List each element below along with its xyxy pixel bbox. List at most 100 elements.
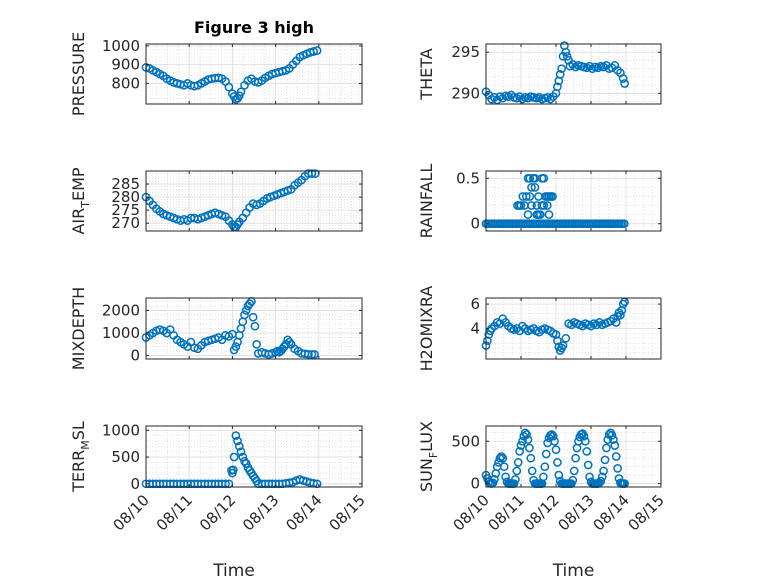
data-point: [548, 431, 558, 441]
y-tick-label: 6: [470, 295, 480, 313]
subplot-4: 0 0.5 RAINFALL: [417, 164, 662, 239]
data-point: [229, 452, 239, 462]
axes-box: [145, 425, 363, 488]
x-axis-label: Time: [212, 561, 255, 581]
data-point: [571, 453, 580, 463]
data-point: [569, 466, 579, 476]
axes-box: [145, 297, 363, 360]
data-point: [618, 74, 628, 83]
data-point: [499, 462, 509, 472]
data-point: [236, 447, 246, 457]
data-point: [527, 466, 537, 476]
y-tick-label: 4: [470, 320, 480, 338]
data-point: [234, 441, 244, 451]
y-axis-label: H2OMIXRA: [417, 286, 436, 372]
data-point: [617, 305, 627, 315]
data-point: [497, 452, 506, 461]
data-point: [233, 436, 242, 446]
data-point: [581, 436, 590, 446]
data-point: [553, 336, 562, 346]
y-tick-label: 0.5: [456, 169, 480, 187]
data-point: [610, 441, 620, 450]
data-point: [558, 341, 568, 350]
data-point: [527, 183, 536, 192]
data-point: [550, 436, 559, 446]
data-point: [539, 201, 549, 210]
data-point: [307, 350, 317, 359]
axes-box: [145, 170, 363, 232]
data-point: [527, 201, 536, 210]
data-point: [231, 342, 241, 351]
data-point: [512, 466, 522, 476]
subplot-2: 290 295 THETA: [417, 41, 662, 105]
data-point: [553, 458, 562, 467]
data-point: [609, 435, 618, 444]
data-point: [555, 70, 565, 79]
data-point: [557, 64, 566, 74]
data-point: [544, 210, 554, 219]
data-point: [551, 330, 561, 339]
data-point: [523, 435, 533, 444]
data-point: [511, 475, 520, 484]
y-axis-label: RAINFALL: [417, 164, 436, 239]
data-point: [525, 173, 535, 183]
subplot-6: 4 6 H2OMIXRA: [417, 286, 662, 372]
y-tick-label: 0: [470, 215, 480, 233]
y-tick-label: 290: [451, 84, 480, 102]
data-point: [528, 173, 538, 183]
y-tick-label: 500: [451, 432, 480, 450]
data-point: [241, 306, 251, 315]
y-tick-label: 0: [470, 475, 480, 493]
data-point: [307, 169, 317, 178]
data-point: [583, 460, 593, 470]
data-point: [561, 47, 571, 57]
data-point: [241, 459, 251, 468]
axes-box: [485, 425, 662, 488]
y-axis-label: AIRTEMP: [69, 167, 92, 234]
data-point: [611, 318, 621, 327]
y-tick-label: 0: [130, 347, 140, 365]
subplot-5: 0 1000 2000 MIXDEPTH: [69, 287, 363, 370]
y-axis-label: THETA: [417, 48, 436, 100]
data-point: [523, 210, 533, 219]
data-point: [534, 210, 543, 219]
y-tick-label: 2000: [102, 301, 140, 319]
y-axis-label: MIXDEPTH: [69, 287, 88, 370]
data-point: [553, 82, 562, 92]
data-point: [539, 472, 548, 482]
data-point: [521, 192, 531, 201]
data-point: [304, 349, 313, 359]
y-tick-label: 0: [130, 475, 140, 493]
data-point: [600, 455, 610, 465]
data-point: [240, 310, 249, 320]
data-point: [541, 449, 551, 459]
data-point: [224, 82, 234, 92]
data-point: [483, 336, 492, 346]
data-point: [602, 443, 611, 453]
data-point: [616, 310, 625, 320]
data-point: [310, 350, 319, 359]
data-point: [250, 321, 260, 331]
y-axis-label: SUNFLUX: [417, 421, 440, 492]
data-point: [619, 219, 629, 229]
data-point: [516, 201, 526, 210]
y-tick-label: 275: [111, 201, 140, 219]
data-point: [568, 475, 578, 485]
data-point: [245, 299, 255, 308]
axes-box: [485, 43, 662, 105]
data-point: [599, 466, 608, 476]
data-point: [238, 452, 248, 462]
axes-box: [485, 170, 662, 232]
data-point: [613, 464, 622, 473]
data-point: [620, 79, 629, 88]
data-point: [495, 453, 505, 463]
data-point: [228, 465, 238, 475]
data-point: [596, 476, 606, 486]
y-axis-label: TERRMSL: [69, 421, 92, 493]
axes-box: [145, 43, 363, 105]
data-point: [490, 475, 499, 484]
data-point: [551, 445, 561, 455]
data-point: [611, 452, 621, 461]
